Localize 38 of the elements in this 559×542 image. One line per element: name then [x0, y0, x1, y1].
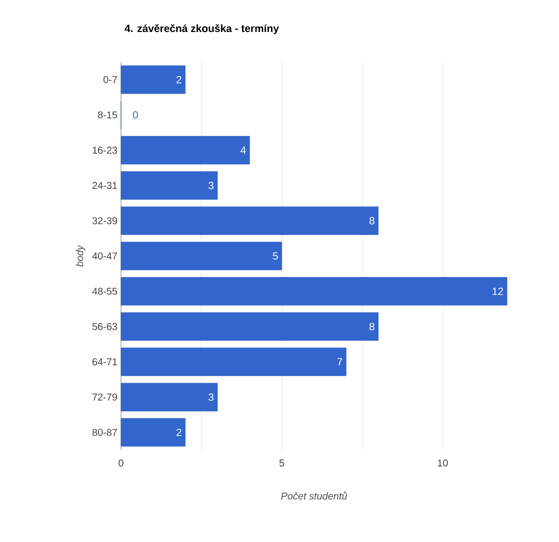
data-label: 4 [240, 146, 246, 154]
bar [120, 277, 508, 306]
y-tick-label: 24-31 [92, 182, 117, 189]
y-tick-label: 64-71 [92, 358, 117, 366]
bar [120, 206, 379, 235]
x-tick-label: 5 [279, 460, 284, 466]
y-tick-label: 40-47 [92, 252, 117, 260]
data-label: 8 [369, 217, 374, 224]
chart-title: 4. závěrečná zkouška - termíny [124, 24, 279, 34]
data-label: 7 [337, 358, 342, 366]
y-tick-label: 48-55 [92, 288, 118, 295]
y-tick-label: 32-39 [92, 217, 118, 224]
y-tick-label: 16-23 [92, 146, 118, 154]
y-axis-title: body [76, 244, 86, 267]
y-tick-label: 8-15 [98, 111, 118, 118]
y-tick-label: 80-87 [92, 428, 117, 436]
bar [120, 242, 282, 270]
data-label: 0 [132, 111, 138, 119]
data-label: 8 [369, 322, 374, 330]
data-label: 12 [492, 288, 503, 295]
data-label: 2 [176, 428, 182, 436]
x-tick-label: 10 [438, 460, 448, 467]
y-tick-label: 56-63 [92, 323, 118, 330]
data-label: 5 [272, 252, 278, 260]
y-tick-label: 0-7 [103, 76, 117, 84]
bar [120, 136, 250, 164]
y-tick-label: 72-79 [92, 394, 118, 401]
x-axis-title: Počet studentů [281, 491, 348, 500]
data-label: 3 [208, 393, 214, 401]
data-label: 3 [208, 182, 214, 190]
bar [120, 171, 218, 200]
bar [120, 65, 186, 94]
bar [120, 312, 379, 341]
bar [120, 382, 218, 412]
data-label: 2 [176, 76, 182, 84]
x-tick-label: 0 [118, 460, 124, 467]
bar [120, 348, 346, 376]
bar [120, 418, 186, 447]
